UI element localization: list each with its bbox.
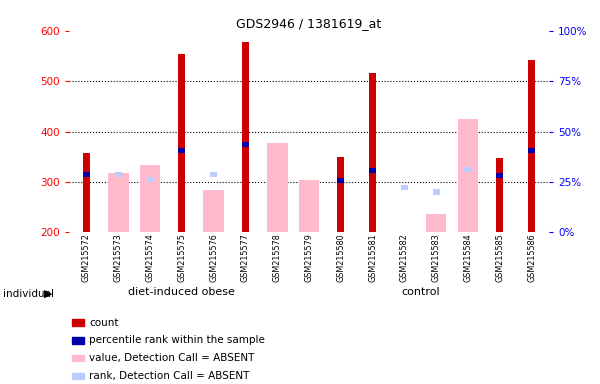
Bar [83, 153, 90, 232]
Text: GSM215585: GSM215585 [495, 233, 504, 282]
Text: GSM215582: GSM215582 [400, 233, 409, 282]
Bar [299, 180, 319, 232]
Text: rank, Detection Call = ABSENT: rank, Detection Call = ABSENT [89, 371, 250, 381]
Bar [496, 173, 503, 179]
Bar [369, 168, 376, 173]
Bar [433, 189, 440, 195]
Bar [108, 173, 128, 232]
Bar [496, 158, 503, 232]
Text: GSM215579: GSM215579 [304, 233, 313, 283]
Bar [210, 172, 217, 177]
Bar [146, 177, 154, 182]
Text: GSM215573: GSM215573 [114, 233, 123, 282]
Bar [178, 147, 185, 153]
Text: GSM215586: GSM215586 [527, 233, 536, 282]
Text: GSM215577: GSM215577 [241, 233, 250, 283]
Bar [83, 172, 90, 177]
Bar [401, 185, 408, 190]
Bar [242, 142, 249, 147]
Bar [71, 337, 84, 344]
Text: GSM215580: GSM215580 [336, 233, 345, 282]
Text: GSM215572: GSM215572 [82, 233, 91, 283]
Bar [115, 172, 122, 177]
Bar [458, 119, 478, 232]
Text: value, Detection Call = ABSENT: value, Detection Call = ABSENT [89, 353, 255, 363]
Bar [426, 214, 446, 232]
Bar [267, 143, 287, 232]
Text: ▶: ▶ [44, 289, 52, 299]
Bar [71, 372, 84, 379]
Text: GSM215581: GSM215581 [368, 233, 377, 282]
Text: GSM215583: GSM215583 [431, 233, 440, 282]
Bar [528, 148, 535, 153]
Text: count: count [89, 318, 119, 328]
Text: GSM215576: GSM215576 [209, 233, 218, 282]
Bar [140, 165, 160, 232]
Bar [178, 55, 185, 232]
Text: percentile rank within the sample: percentile rank within the sample [89, 335, 265, 345]
Text: GSM215584: GSM215584 [463, 233, 472, 282]
Text: GSM215578: GSM215578 [273, 233, 282, 282]
Text: GSM215575: GSM215575 [178, 233, 187, 283]
Bar [71, 319, 84, 326]
Text: diet-induced obese: diet-induced obese [128, 287, 235, 297]
Title: GDS2946 / 1381619_at: GDS2946 / 1381619_at [236, 17, 382, 30]
Bar [242, 42, 249, 232]
Text: individual: individual [3, 289, 54, 299]
Bar [337, 179, 344, 184]
Bar [71, 355, 84, 361]
Bar [369, 73, 376, 232]
Text: control: control [401, 287, 440, 297]
Bar [337, 157, 344, 232]
Bar [528, 60, 535, 232]
Text: GSM215574: GSM215574 [146, 233, 155, 282]
Bar [203, 190, 224, 232]
Bar [464, 167, 472, 172]
